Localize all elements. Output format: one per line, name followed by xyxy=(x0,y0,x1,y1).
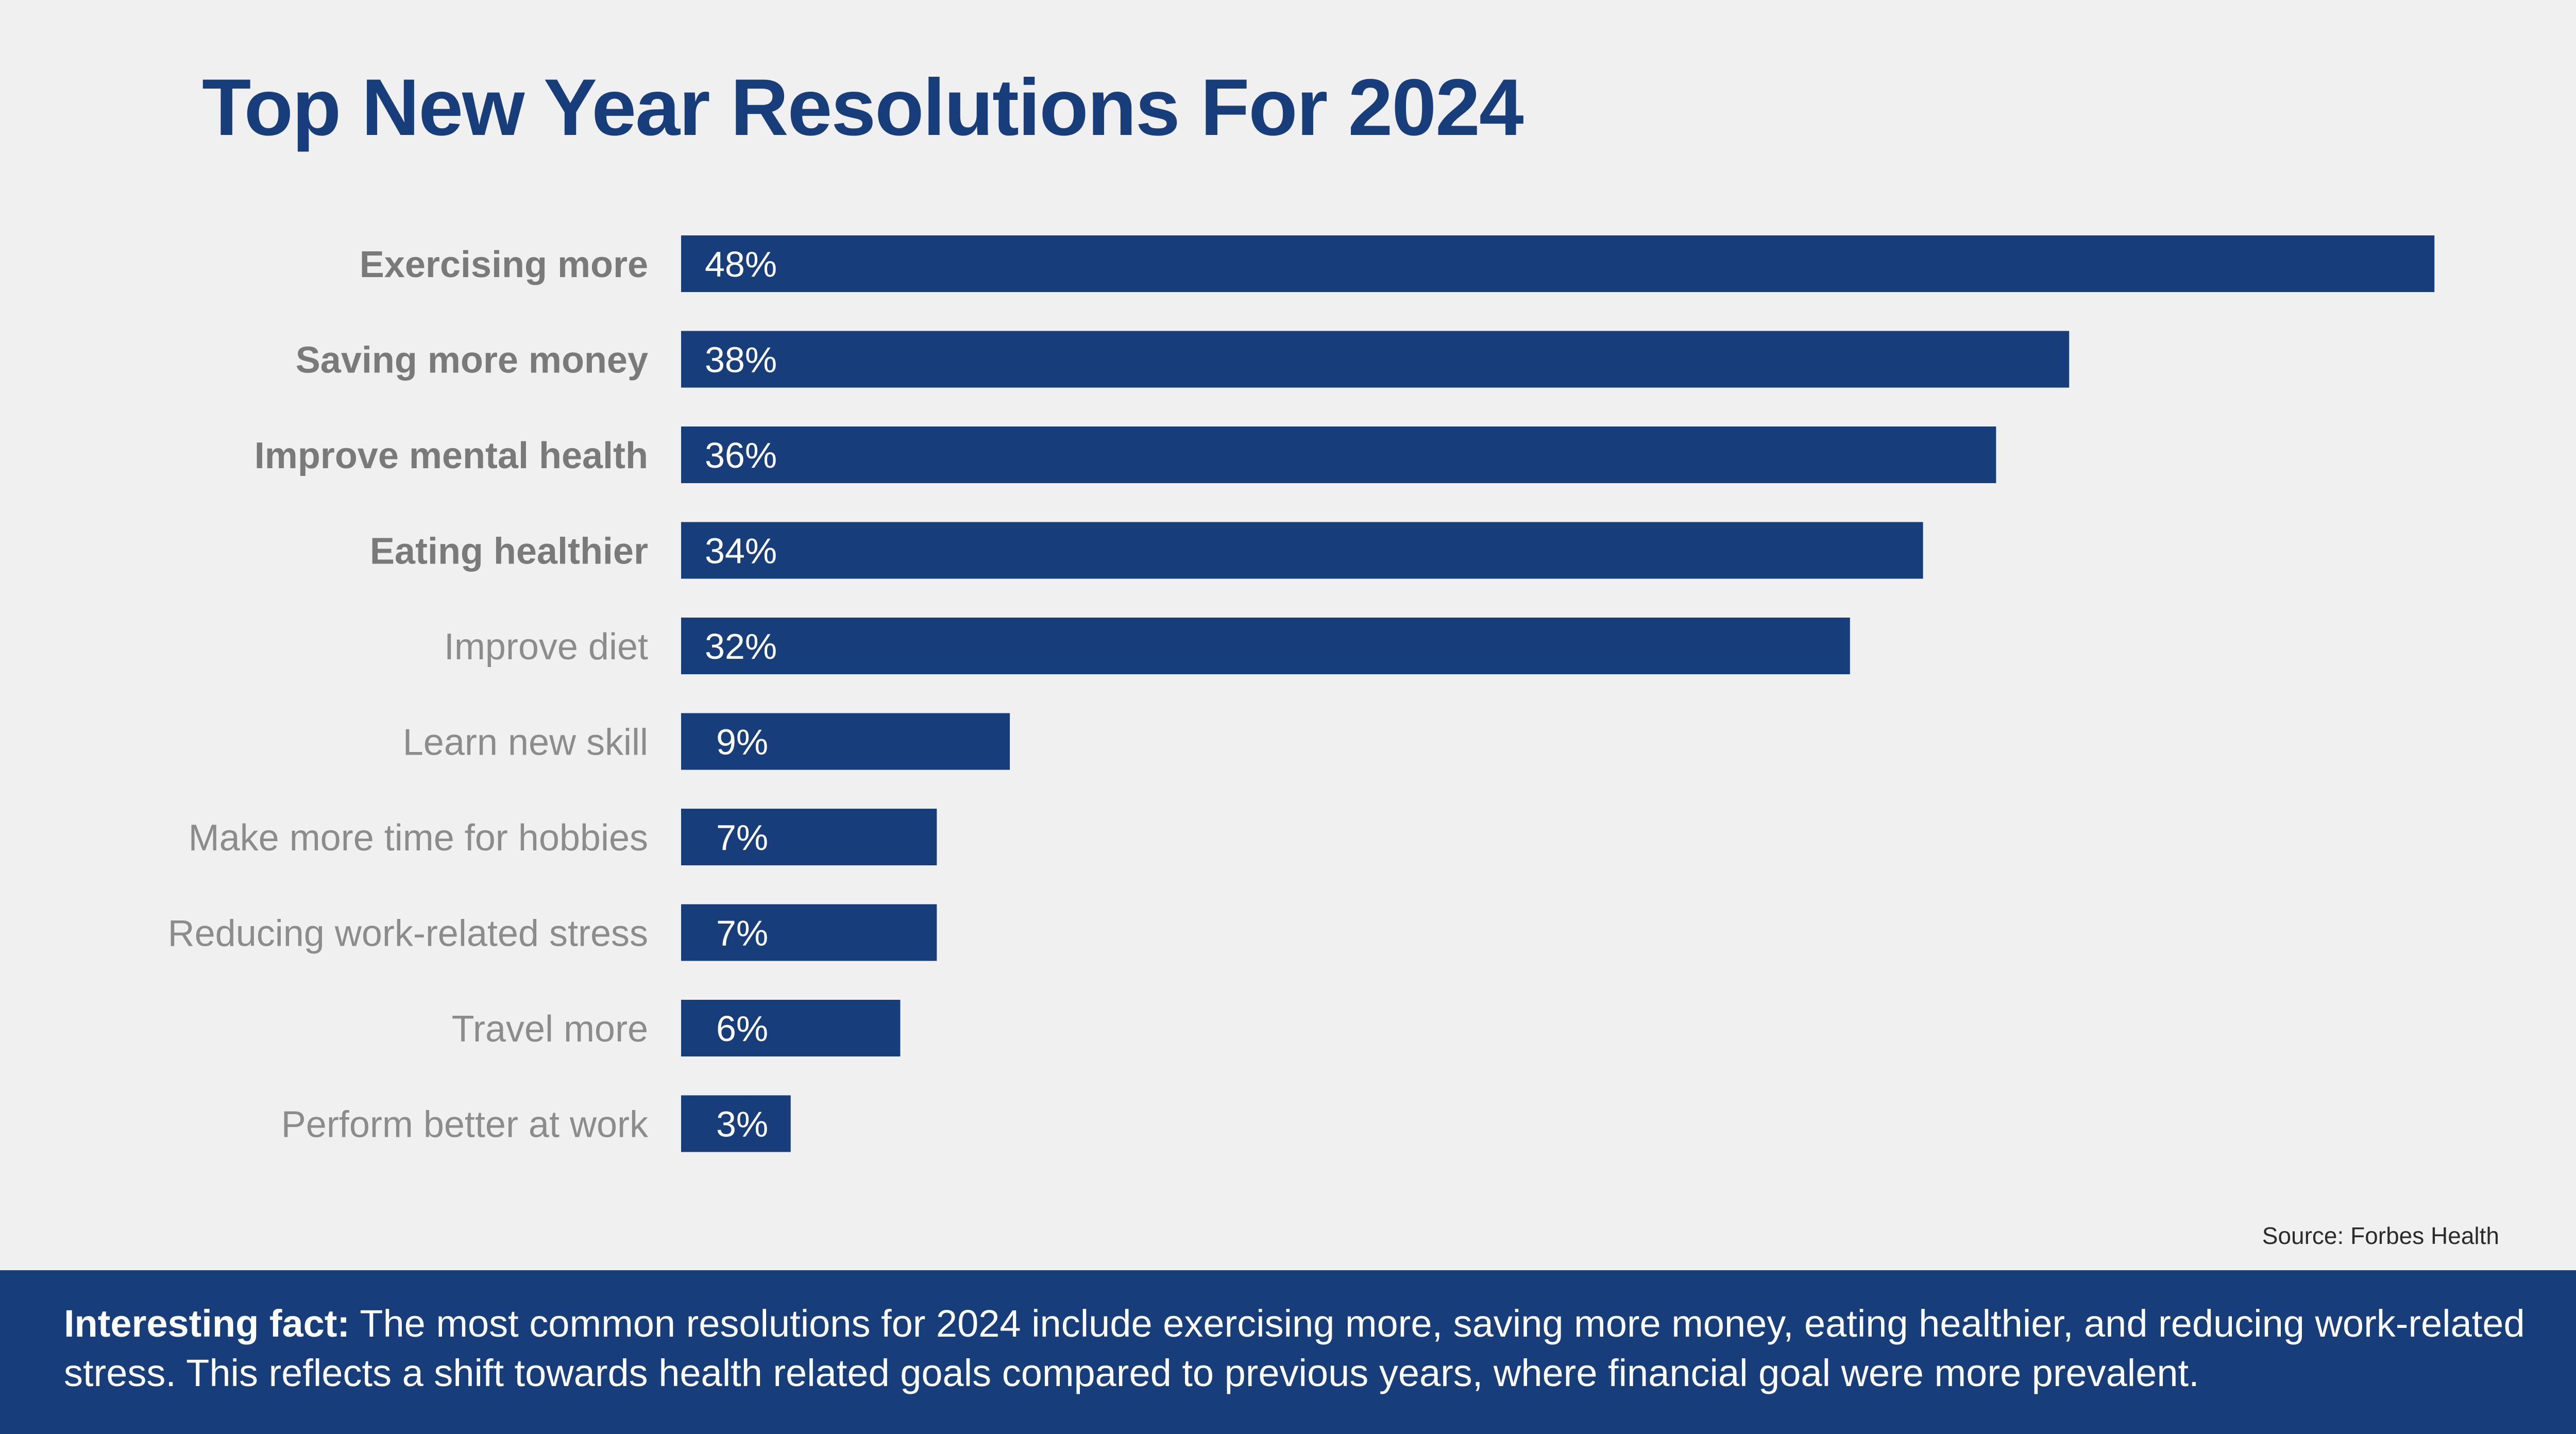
bar-chart: Exercising more Saving more money Improve … xyxy=(168,235,2435,1152)
category-label: Reducing work-related stress xyxy=(168,913,648,954)
category-label: Improve mental health xyxy=(255,435,648,476)
bar-value-label: 38% xyxy=(705,340,777,380)
bar-value-label: 36% xyxy=(705,435,777,475)
category-label: Learn new skill xyxy=(403,722,648,763)
category-labels: Exercising more Saving more money Improve … xyxy=(168,244,649,1146)
bar-value-label: 34% xyxy=(705,531,777,571)
bar xyxy=(681,713,1010,770)
bar xyxy=(681,1000,901,1056)
chart-title: Top New Year Resolutions For 2024 xyxy=(202,63,1524,152)
fact-label: Interesting fact: xyxy=(64,1302,350,1345)
category-label: Eating healthier xyxy=(370,531,648,572)
bar xyxy=(681,1095,791,1152)
bar xyxy=(681,904,937,961)
bar xyxy=(681,618,1850,674)
category-label: Improve diet xyxy=(444,626,648,668)
bar xyxy=(681,522,1923,579)
fact-text: The most common resolutions for 2024 inc… xyxy=(64,1302,2525,1394)
bar xyxy=(681,331,2070,388)
bars xyxy=(681,235,2435,1152)
bar-value-label: 32% xyxy=(705,626,777,667)
category-label: Exercising more xyxy=(360,244,648,285)
category-label: Make more time for hobbies xyxy=(189,817,648,859)
bar-value-label: 48% xyxy=(705,244,777,284)
bar-value-labels: 48% 38% 36% 34% 32% 9% 7% 7% 6% 3% xyxy=(705,244,777,1145)
source-note: Source: Forbes Health xyxy=(2262,1222,2499,1249)
bar xyxy=(681,426,1996,483)
bar xyxy=(681,235,2435,292)
bar-value-label: 7% xyxy=(716,817,768,858)
category-label: Saving more money xyxy=(296,340,648,381)
bar-value-label: 6% xyxy=(716,1009,768,1049)
interesting-fact-panel: Interesting fact: The most common resolu… xyxy=(0,1270,2576,1434)
bar-value-label: 3% xyxy=(716,1104,768,1145)
category-label: Perform better at work xyxy=(281,1104,649,1146)
category-label: Travel more xyxy=(452,1009,648,1050)
bar xyxy=(681,809,937,865)
bar-value-label: 9% xyxy=(716,722,768,762)
bar-value-label: 7% xyxy=(716,913,768,953)
